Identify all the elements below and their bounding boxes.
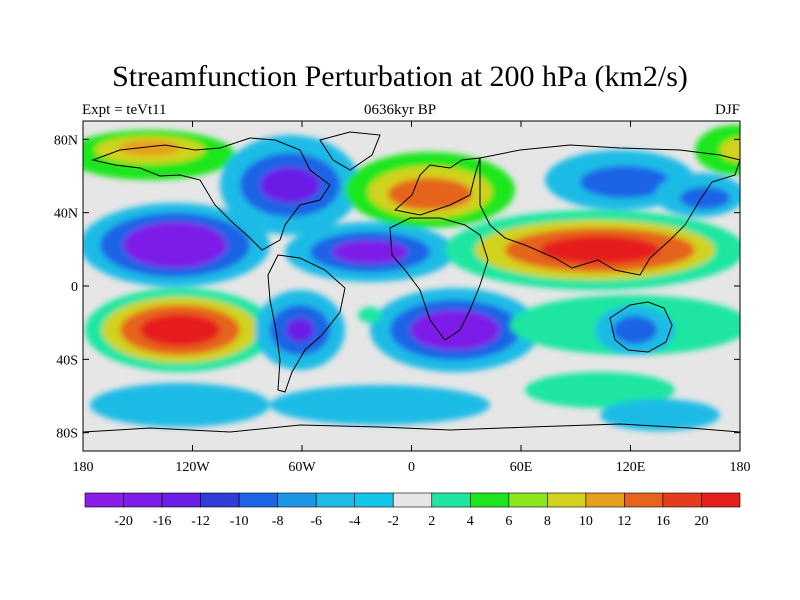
colorbar-swatch bbox=[123, 492, 163, 508]
map-title: Streamfunction Perturbation at 200 hPa (… bbox=[112, 60, 688, 93]
colorbar-swatch bbox=[469, 492, 510, 508]
colorbar-swatch bbox=[238, 492, 278, 508]
colorbar-swatch bbox=[662, 492, 702, 508]
anomaly-purple bbox=[410, 310, 500, 350]
colorbar-swatch bbox=[84, 492, 124, 508]
colorbar-label: 16 bbox=[656, 514, 670, 529]
colorbar-swatch bbox=[701, 492, 741, 508]
colorbar-swatch bbox=[354, 492, 394, 508]
colorbar-label: 2 bbox=[428, 514, 435, 529]
anomaly-blue bbox=[580, 166, 670, 198]
x-axis-ticks: 180 120W 60W 0 60E 120E 180 bbox=[73, 121, 751, 475]
anomaly-purple bbox=[123, 222, 227, 268]
anomaly-purple bbox=[260, 167, 320, 203]
x-tick-label: 120W bbox=[175, 460, 210, 475]
season-label: DJF bbox=[714, 102, 740, 118]
anomaly-cyan bbox=[600, 399, 720, 431]
y-tick-label: 80S bbox=[56, 427, 78, 442]
colorbar-swatch bbox=[200, 492, 240, 508]
x-tick-label: 180 bbox=[730, 460, 751, 475]
x-tick-label: 180 bbox=[73, 460, 94, 475]
coastline-greenland bbox=[319, 131, 381, 171]
y-tick-label: 0 bbox=[71, 280, 78, 295]
colorbar-label: 8 bbox=[544, 514, 551, 529]
anomaly-cyan bbox=[90, 383, 270, 427]
coastline-eurasia bbox=[479, 144, 740, 276]
colorbar: -20 -16 -12 -10 -8 -6 -4 -2 2 4 6 8 10 12 16 20 bbox=[84, 492, 741, 529]
x-tick-label: 0 bbox=[408, 460, 415, 475]
anomaly-red bbox=[540, 236, 660, 264]
colorbar-label: -8 bbox=[272, 514, 284, 529]
anomaly-green bbox=[358, 307, 382, 323]
anomaly-purple bbox=[332, 240, 408, 264]
anomaly-green bbox=[525, 372, 675, 408]
x-tick-label: 60E bbox=[510, 460, 533, 475]
colorbar-swatch bbox=[431, 492, 471, 508]
colorbar-swatch bbox=[508, 492, 548, 508]
colorbar-swatch bbox=[392, 492, 433, 508]
colorbar-label: -10 bbox=[230, 514, 249, 529]
y-axis-ticks: 80N 40N 0 40S 80S bbox=[54, 133, 740, 442]
experiment-label: Expt = teVt11 bbox=[82, 102, 167, 118]
coastlines bbox=[83, 131, 740, 433]
colorbar-label: -20 bbox=[114, 514, 133, 529]
anomaly-blue bbox=[680, 187, 730, 209]
anomaly-cyan bbox=[270, 385, 490, 425]
anomaly-green bbox=[695, 125, 740, 175]
coastline-australia bbox=[609, 301, 673, 353]
colorbar-swatch bbox=[585, 492, 625, 508]
colorbar-swatch bbox=[161, 492, 201, 508]
coastline-antarctica bbox=[83, 423, 740, 433]
y-tick-label: 40S bbox=[56, 353, 78, 368]
coastline-south-america bbox=[267, 254, 346, 393]
y-tick-label: 40N bbox=[54, 207, 78, 222]
colorbar-label: -4 bbox=[349, 514, 361, 529]
anomaly-blue bbox=[613, 316, 657, 344]
colorbar-label: 4 bbox=[467, 514, 474, 529]
anomaly-purple bbox=[286, 318, 314, 342]
colorbar-label: 6 bbox=[505, 514, 512, 529]
coastline-north-america bbox=[91, 137, 331, 251]
colorbar-label: -2 bbox=[387, 514, 399, 529]
map-panel bbox=[82, 120, 741, 452]
coastline-europe bbox=[393, 157, 481, 216]
x-tick-label: 120E bbox=[616, 460, 646, 475]
contour-fill-layer bbox=[83, 125, 740, 431]
colorbar-label: -12 bbox=[191, 514, 210, 529]
x-tick-label: 60W bbox=[288, 460, 316, 475]
colorbar-label: -16 bbox=[153, 514, 172, 529]
colorbar-swatch bbox=[624, 492, 664, 508]
anomaly-red bbox=[140, 314, 220, 346]
y-tick-label: 80N bbox=[54, 133, 78, 148]
colorbar-label: 12 bbox=[617, 514, 631, 529]
colorbar-label: -6 bbox=[310, 514, 322, 529]
coastline-africa bbox=[389, 217, 489, 341]
colorbar-swatch bbox=[277, 492, 317, 508]
colorbar-label: 20 bbox=[694, 514, 708, 529]
period-label: 0636kyr BP bbox=[363, 102, 437, 118]
colorbar-swatch bbox=[315, 492, 356, 508]
anomaly-orange bbox=[120, 140, 180, 156]
colorbar-swatch bbox=[547, 492, 587, 508]
colorbar-label: 10 bbox=[579, 514, 593, 529]
anomaly-orange bbox=[388, 178, 472, 210]
